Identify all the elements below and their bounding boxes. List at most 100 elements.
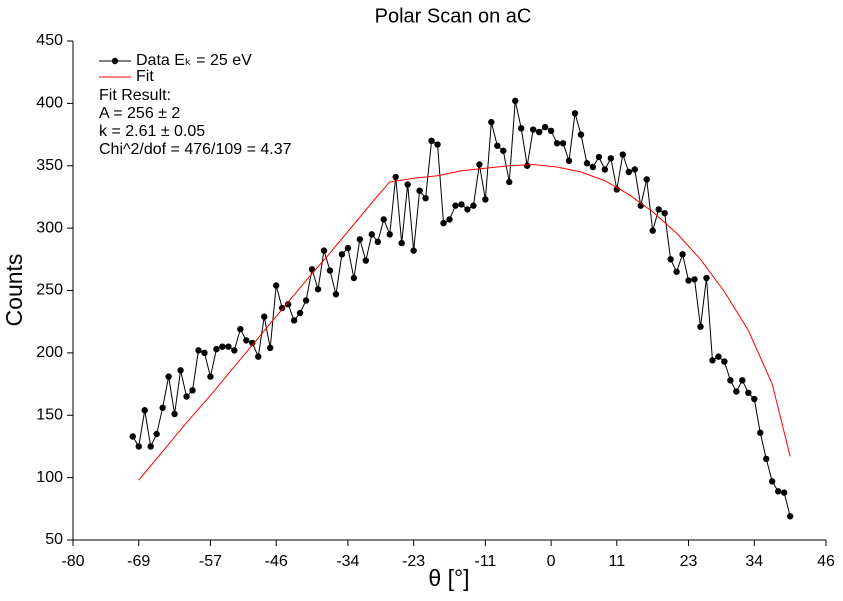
data-point — [512, 97, 519, 105]
data-point — [655, 206, 662, 213]
data-point — [697, 323, 704, 330]
data-point — [290, 317, 298, 324]
data-point — [195, 347, 202, 354]
data-point — [147, 443, 154, 450]
data-point — [488, 118, 495, 126]
x-tick-label: -23 — [402, 553, 425, 570]
y-tick-label: 350 — [36, 157, 63, 174]
data-point — [763, 455, 770, 463]
data-point — [386, 231, 393, 238]
y-axis-label: Counts — [1, 254, 27, 327]
data-point — [589, 163, 597, 171]
data-point — [189, 387, 196, 394]
data-point — [344, 244, 352, 252]
data-point — [267, 344, 274, 352]
data-point — [769, 478, 776, 485]
y-tick-label: 50 — [45, 531, 63, 548]
data-point — [410, 247, 417, 254]
data-point — [380, 216, 387, 223]
x-tick-label: -34 — [336, 553, 359, 570]
data-point — [225, 343, 232, 350]
data-point — [308, 266, 316, 273]
data-point — [535, 128, 543, 136]
data-point — [523, 162, 531, 169]
data-point — [547, 127, 555, 135]
data-point — [786, 513, 794, 520]
data-point — [715, 353, 722, 360]
data-point — [595, 153, 603, 161]
data-point — [129, 433, 136, 440]
data-point — [398, 239, 405, 247]
data-point — [733, 388, 740, 395]
data-point — [673, 268, 680, 275]
data-point — [440, 219, 447, 227]
x-tick-label: -46 — [265, 553, 288, 570]
x-tick-label: 0 — [547, 553, 556, 570]
data-point — [452, 202, 459, 209]
data-point — [434, 141, 441, 148]
data-point — [667, 256, 674, 263]
x-tick-label: -57 — [199, 553, 222, 570]
y-tick-label: 250 — [36, 282, 63, 299]
data-point — [255, 353, 262, 360]
data-point — [553, 140, 561, 147]
data-point — [571, 110, 579, 117]
data-point — [661, 209, 668, 217]
data-point — [685, 277, 692, 284]
legend-label: Fit — [136, 68, 154, 85]
data-point — [219, 343, 226, 350]
data-point — [494, 142, 501, 149]
data-point — [709, 357, 716, 364]
data-point — [679, 251, 686, 258]
data-point — [500, 147, 507, 154]
y-tick-label: 300 — [36, 219, 63, 236]
y-tick-label: 100 — [36, 469, 63, 486]
chart-title: Polar Scan on aC — [375, 5, 532, 27]
data-point — [171, 410, 178, 418]
data-point — [428, 137, 435, 144]
data-point — [751, 395, 758, 403]
x-tick-label: 23 — [680, 553, 698, 570]
data-point — [350, 274, 358, 282]
series-line — [138, 164, 791, 481]
data-point — [338, 251, 346, 258]
data-point — [153, 430, 160, 438]
data-point — [392, 173, 399, 181]
data-point — [243, 337, 250, 344]
data-point — [601, 166, 609, 173]
x-tick-label: 46 — [817, 553, 835, 570]
data-point — [529, 126, 537, 133]
data-point — [625, 168, 632, 176]
data-point — [201, 349, 208, 357]
data-point — [703, 274, 710, 282]
data-point — [745, 389, 752, 396]
data-point — [213, 345, 220, 353]
y-tick-label: 400 — [36, 95, 63, 112]
x-tick-label: 34 — [745, 553, 763, 570]
data-point — [165, 373, 172, 380]
data-point — [422, 194, 429, 202]
data-point — [780, 489, 788, 496]
x-tick-label: -80 — [61, 553, 84, 570]
data-point — [141, 407, 148, 414]
data-point — [506, 178, 513, 186]
legend-marker — [111, 57, 119, 65]
y-tick-label: 150 — [36, 406, 63, 423]
data-point — [691, 276, 698, 283]
data-point — [135, 443, 142, 450]
data-point — [607, 155, 615, 162]
data-point — [326, 267, 334, 274]
data-point — [649, 227, 656, 234]
data-point — [613, 186, 621, 193]
data-point — [482, 196, 489, 203]
data-point — [249, 339, 256, 347]
annotation: A = 256 ± 2 — [99, 105, 180, 122]
data-point — [774, 488, 782, 495]
data-point — [272, 282, 280, 289]
data-point — [183, 393, 190, 400]
data-point — [727, 377, 734, 384]
data-point — [416, 187, 423, 194]
legend-label: Data Eₖ = 25 eV — [136, 52, 252, 69]
